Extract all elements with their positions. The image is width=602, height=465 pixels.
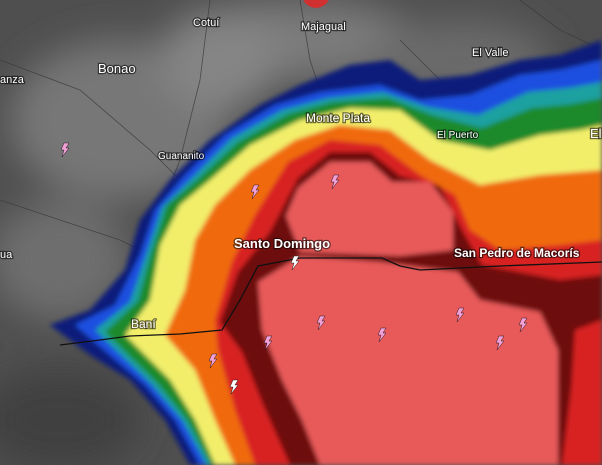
place-labels: Cotuí Majagual Bonao El Valle anza Guana… [0,16,602,333]
place-label: Monte Plata [306,111,370,125]
place-label: El Valle [472,47,508,59]
lightning-icons [60,142,528,395]
place-label: Baní [131,317,156,331]
coastline [59,257,602,346]
place-label: Bonao [98,61,136,76]
place-label: ua [0,249,13,261]
place-label: Cotuí [193,17,219,29]
place-label: El Puerto [437,130,479,141]
place-label: San Pedro de Macorís [454,246,580,260]
precipitation [50,40,602,465]
location-marker [303,0,329,8]
place-label: Majagual [301,21,346,33]
cloud-cover [0,0,550,465]
place-label: Guananito [158,151,205,162]
place-label: El [590,126,602,141]
place-label: anza [0,74,25,86]
place-label: Santo Domingo [234,236,330,251]
